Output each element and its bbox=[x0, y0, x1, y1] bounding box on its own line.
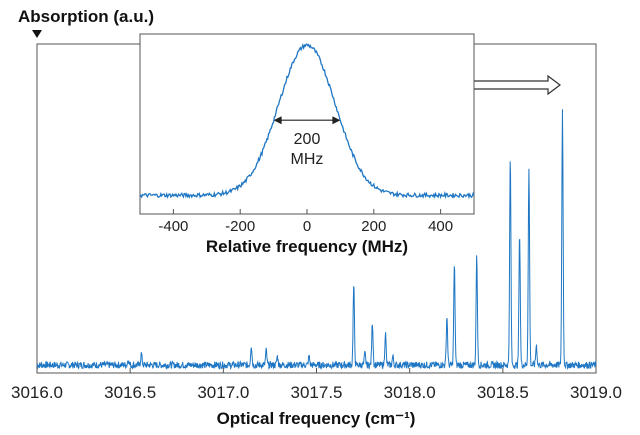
y-axis-arrow-icon bbox=[32, 30, 42, 38]
fwhm-arrowhead-left-icon bbox=[273, 116, 282, 125]
main-x-tick-label: 3018.0 bbox=[384, 383, 436, 402]
inset-x-axis-title: Relative frequency (MHz) bbox=[206, 237, 408, 256]
main-x-tick-label: 3016.5 bbox=[104, 383, 156, 402]
annotation-background bbox=[287, 126, 327, 146]
zoom-callout-arrow bbox=[474, 74, 561, 96]
inset-chart: 200 MHz -400 -200 0 200 400 Relative frequen… bbox=[139, 33, 475, 256]
inset-x-ticks: -400 -200 0 200 400 bbox=[158, 209, 453, 235]
inset-x-tick-label: 0 bbox=[303, 218, 311, 235]
main-y-axis-title: Absorption (a.u.) bbox=[18, 7, 154, 26]
callout-arrow-icon bbox=[474, 74, 561, 96]
inset-plot-frame bbox=[139, 33, 475, 215]
inset-profile-line bbox=[139, 42, 475, 200]
main-x-ticks: 3016.0 3016.5 3017.0 3017.5 3018.0 3018.5 3019… bbox=[11, 368, 622, 402]
fwhm-value-label: 200 bbox=[294, 131, 321, 148]
main-x-axis-title: Optical frequency (cm⁻¹) bbox=[217, 409, 416, 428]
main-x-tick-label: 3018.5 bbox=[477, 383, 529, 402]
main-chart: Absorption (a.u.) 3016.0 3016.5 3017.0 3017… bbox=[11, 7, 622, 428]
inset-x-tick-label: 200 bbox=[361, 218, 386, 235]
main-x-tick-label: 3017.0 bbox=[197, 383, 249, 402]
main-x-tick-label: 3019.0 bbox=[570, 383, 622, 402]
inset-x-tick-label: -200 bbox=[225, 218, 255, 235]
main-x-tick-label: 3016.0 bbox=[11, 383, 63, 402]
main-spectrum-line bbox=[36, 109, 597, 371]
inset-x-tick-label: 400 bbox=[428, 218, 453, 235]
inset-x-tick-label: -400 bbox=[158, 218, 188, 235]
main-x-tick-label: 3017.5 bbox=[291, 383, 343, 402]
fwhm-unit-label: MHz bbox=[291, 151, 324, 168]
fwhm-arrowhead-right-icon bbox=[332, 116, 341, 125]
